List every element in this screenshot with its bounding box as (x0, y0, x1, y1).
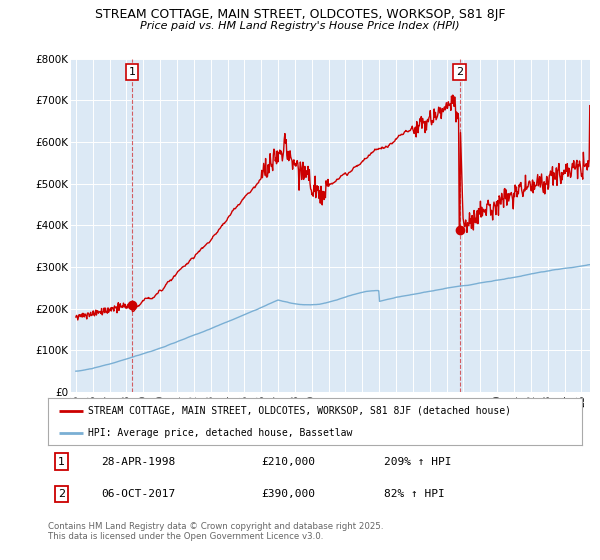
Text: 06-OCT-2017: 06-OCT-2017 (101, 489, 176, 499)
Text: Contains HM Land Registry data © Crown copyright and database right 2025.
This d: Contains HM Land Registry data © Crown c… (48, 522, 383, 542)
Text: £390,000: £390,000 (262, 489, 316, 499)
Text: 209% ↑ HPI: 209% ↑ HPI (385, 456, 452, 466)
Text: 2: 2 (456, 67, 463, 77)
Text: Price paid vs. HM Land Registry's House Price Index (HPI): Price paid vs. HM Land Registry's House … (140, 21, 460, 31)
Text: 82% ↑ HPI: 82% ↑ HPI (385, 489, 445, 499)
Text: 1: 1 (58, 456, 65, 466)
Text: 1: 1 (128, 67, 136, 77)
Text: STREAM COTTAGE, MAIN STREET, OLDCOTES, WORKSOP, S81 8JF: STREAM COTTAGE, MAIN STREET, OLDCOTES, W… (95, 8, 505, 21)
Text: HPI: Average price, detached house, Bassetlaw: HPI: Average price, detached house, Bass… (88, 428, 352, 438)
Text: 2: 2 (58, 489, 65, 499)
Text: 28-APR-1998: 28-APR-1998 (101, 456, 176, 466)
Text: £210,000: £210,000 (262, 456, 316, 466)
Text: STREAM COTTAGE, MAIN STREET, OLDCOTES, WORKSOP, S81 8JF (detached house): STREAM COTTAGE, MAIN STREET, OLDCOTES, W… (88, 406, 511, 416)
